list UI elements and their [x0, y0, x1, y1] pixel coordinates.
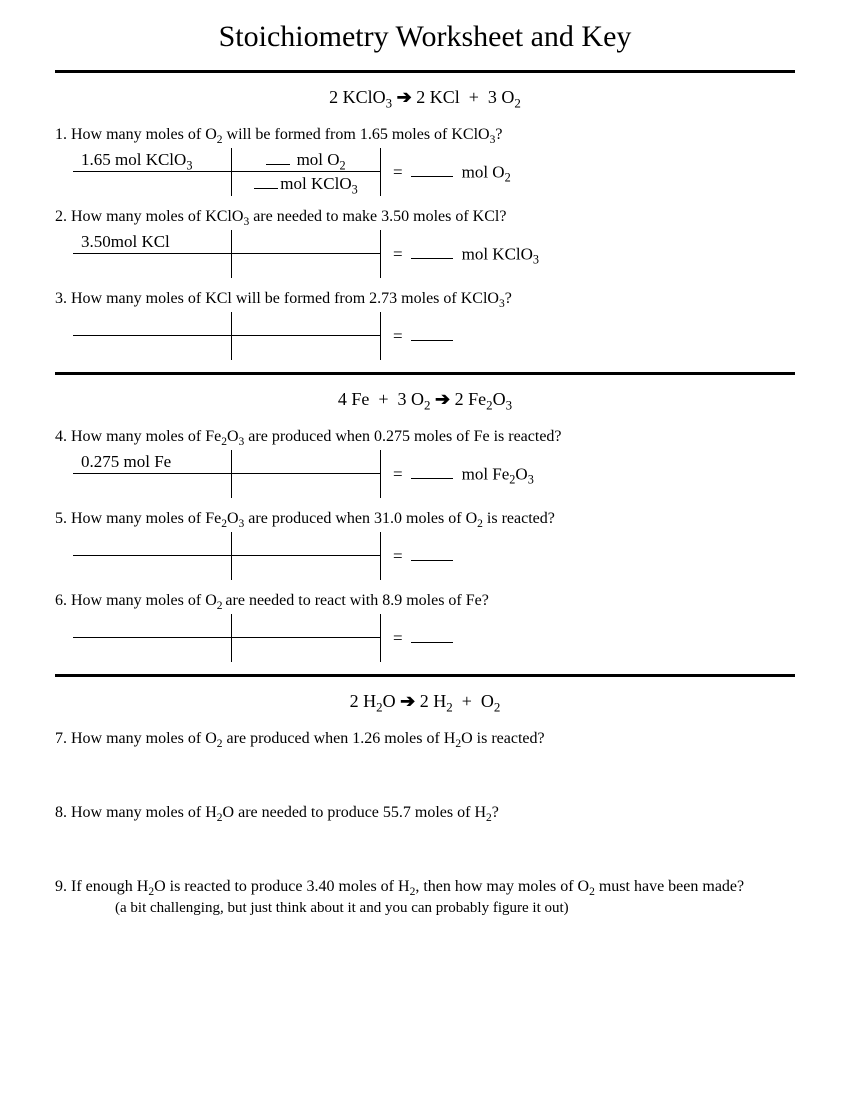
da-answer: = mol O2	[381, 162, 511, 182]
da-given-bottom	[73, 254, 231, 278]
da-factor-top	[232, 614, 380, 638]
da-given	[73, 614, 231, 662]
da-factor: mol O2 mol KClO3	[232, 148, 380, 196]
da-given-value	[73, 312, 231, 336]
da-given-bottom	[73, 172, 231, 196]
da-given	[73, 312, 231, 360]
da-given-value	[73, 532, 231, 556]
equation: 2 H2O ➔ 2 H2 + O2	[55, 691, 795, 712]
da-factor-bottom	[232, 336, 380, 360]
equation: 4 Fe + 3 O2 ➔ 2 Fe2O3	[55, 389, 795, 410]
dimensional-analysis: 0.275 mol Fe = mol Fe2O3	[73, 450, 795, 498]
question: 5. How many moles of Fe2O3 are produced …	[55, 510, 795, 528]
question: 2. How many moles of KClO3 are needed to…	[55, 208, 795, 226]
question: 8. How many moles of H2O are needed to p…	[55, 804, 795, 822]
dimensional-analysis: =	[73, 614, 795, 662]
question: 6. How many moles of O2 are needed to re…	[55, 592, 795, 610]
worksheet-page: Stoichiometry Worksheet and Key 2 KClO3 …	[0, 0, 850, 983]
da-given-value: 3.50mol KCl	[73, 230, 231, 254]
da-given	[73, 532, 231, 580]
question-note: (a bit challenging, but just think about…	[115, 900, 795, 917]
da-factor-bottom	[232, 638, 380, 662]
dimensional-analysis: =	[73, 532, 795, 580]
section-divider	[55, 674, 795, 677]
da-given-bottom	[73, 556, 231, 580]
da-factor-top	[232, 312, 380, 336]
da-factor-bottom	[232, 474, 380, 498]
da-factor	[232, 312, 380, 360]
question: 3. How many moles of KCl will be formed …	[55, 290, 795, 308]
da-given-bottom	[73, 638, 231, 662]
da-factor	[232, 230, 380, 278]
dimensional-analysis: 1.65 mol KClO3 mol O2 mol KClO3 = mol O2	[73, 148, 795, 196]
equation: 2 KClO3 ➔ 2 KCl + 3 O2	[55, 87, 795, 108]
dimensional-analysis: =	[73, 312, 795, 360]
da-factor-top	[232, 450, 380, 474]
section-divider	[55, 372, 795, 375]
da-factor-bottom	[232, 556, 380, 580]
section-divider	[55, 70, 795, 73]
da-factor	[232, 450, 380, 498]
da-factor-bottom	[232, 254, 380, 278]
da-given: 1.65 mol KClO3	[73, 148, 231, 196]
da-factor-bottom: mol KClO3	[232, 172, 380, 196]
da-given: 3.50mol KCl	[73, 230, 231, 278]
da-answer: =	[381, 326, 453, 346]
da-given-bottom	[73, 474, 231, 498]
da-factor-top	[232, 532, 380, 556]
da-given-bottom	[73, 336, 231, 360]
da-factor	[232, 532, 380, 580]
question: 7. How many moles of O2 are produced whe…	[55, 730, 795, 748]
da-factor	[232, 614, 380, 662]
da-given-value: 1.65 mol KClO3	[73, 148, 231, 172]
da-given-value: 0.275 mol Fe	[73, 450, 231, 474]
da-answer: =	[381, 546, 453, 566]
da-answer: =	[381, 628, 453, 648]
dimensional-analysis: 3.50mol KCl = mol KClO3	[73, 230, 795, 278]
da-factor-top: mol O2	[232, 148, 380, 172]
da-given: 0.275 mol Fe	[73, 450, 231, 498]
da-factor-top	[232, 230, 380, 254]
question: 9. If enough H2O is reacted to produce 3…	[55, 878, 795, 896]
question: 1. How many moles of O2 will be formed f…	[55, 126, 795, 144]
da-given-value	[73, 614, 231, 638]
page-title: Stoichiometry Worksheet and Key	[55, 20, 795, 54]
question: 4. How many moles of Fe2O3 are produced …	[55, 428, 795, 446]
da-answer: = mol KClO3	[381, 244, 539, 264]
da-answer: = mol Fe2O3	[381, 464, 534, 484]
